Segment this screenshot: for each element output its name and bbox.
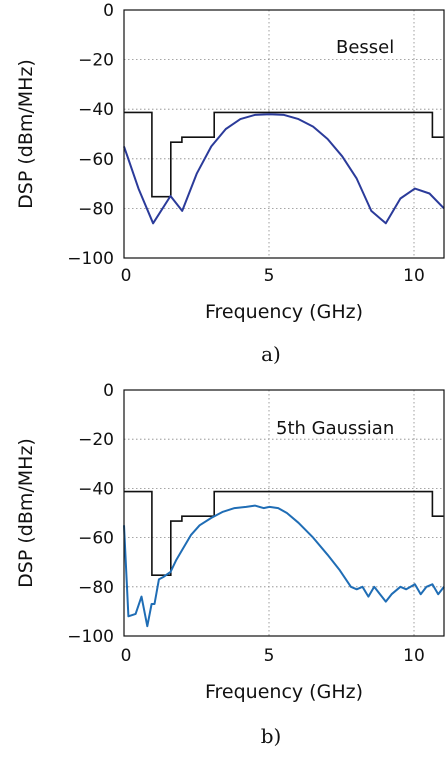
y-tick-label: −100 [67,249,114,269]
mask-series-line [124,490,444,576]
x-tick-label: 5 [264,266,275,286]
x-tick-label: 0 [121,266,132,286]
x-tick-label: 10 [403,266,425,286]
figure-caption: b) [261,724,282,748]
x-tick-label: 10 [403,646,425,666]
chart-5th-gaussian: 0 −20 −40 −60 −80 −100 0 5 10 Frequency … [15,381,445,748]
y-tick-label: −40 [78,100,114,120]
y-tick-label: 0 [103,1,114,21]
figure-caption: a) [261,342,281,366]
x-axis-title: Frequency (GHz) [205,301,363,323]
mask-series-line [124,111,444,198]
y-tick-label: −80 [78,199,114,219]
plot-frame [123,389,445,637]
y-tick-label: −20 [78,430,114,450]
y-tick-label: −80 [78,578,114,598]
chart-annotation: Bessel [336,37,394,58]
y-axis-title: DSP (dBm/MHz) [15,59,37,209]
x-tick-label: 0 [121,646,132,666]
y-tick-label: −100 [67,627,114,647]
bessel-series-line [123,113,445,225]
x-axis-title: Frequency (GHz) [205,681,363,703]
y-axis-title: DSP (dBm/MHz) [15,438,37,588]
gaussian-series-line [123,504,445,628]
y-tick-label: −40 [78,479,114,499]
y-tick-label: −60 [78,529,114,549]
chart-annotation: 5th Gaussian [276,418,394,439]
y-tick-label: 0 [103,381,114,401]
y-tick-label: −20 [78,51,114,71]
chart-bessel: 0 −20 −40 −60 −80 −100 0 5 10 Frequency … [15,1,445,366]
x-tick-label: 5 [264,646,275,666]
plot-frame [123,9,445,259]
y-tick-label: −60 [78,150,114,170]
